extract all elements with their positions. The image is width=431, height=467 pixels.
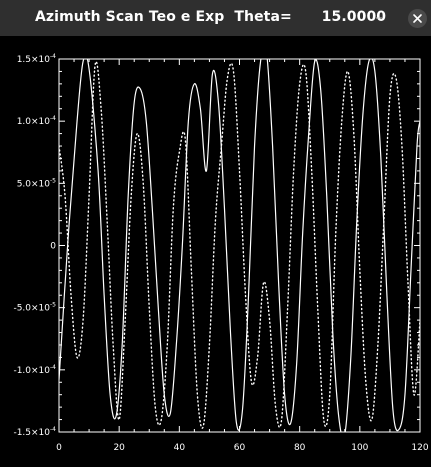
series-solid-line [59, 59, 420, 432]
x-tick-label: 120 [411, 443, 428, 453]
y-tick-exponent: -5 [50, 177, 56, 184]
y-tick-exponent: -5 [50, 302, 56, 309]
y-tick-mantissa: -1.0×10 [13, 366, 50, 376]
plot-area: 0 20 40 60 80 100 120-1.5×10-4-1.0×10-4-5.0×10… [13, 53, 428, 453]
y-tick-exponent: -4 [50, 364, 56, 371]
y-tick-label: 0 [50, 242, 56, 252]
y-tick-mantissa: 1.5×10 [17, 55, 51, 65]
x-tick-label: 0 [56, 443, 62, 453]
minimize-icon[interactable]: – [375, 10, 383, 26]
window-title: Azimuth Scan Teo e Exp Theta= 15.0000 [35, 9, 387, 25]
y-tick-mantissa: -1.5×10 [13, 428, 50, 438]
close-icon[interactable] [408, 9, 427, 28]
y-tick-exponent: -4 [50, 115, 56, 122]
y-tick-mantissa: -5.0×10 [13, 304, 50, 314]
y-tick-label: -1.0×10-4 [13, 364, 56, 376]
y-tick-label: -1.5×10-4 [13, 426, 56, 438]
y-tick-mantissa: 1.0×10 [17, 117, 51, 127]
x-tick-label: 80 [294, 443, 306, 453]
x-tick-label: 100 [351, 443, 368, 453]
y-tick-mantissa: 0 [50, 242, 56, 252]
y-tick-label: 1.5×10-4 [17, 53, 56, 65]
y-tick-label: -5.0×10-5 [13, 302, 56, 314]
x-tick-label: 20 [113, 443, 125, 453]
series-dotted-line [59, 61, 420, 429]
x-tick-label: 60 [234, 443, 246, 453]
title-bar[interactable]: Azimuth Scan Teo e Exp Theta= 15.0000 – [0, 0, 431, 36]
y-tick-label: 5.0×10-5 [17, 177, 56, 189]
y-tick-exponent: -4 [50, 426, 56, 433]
y-tick-label: 1.0×10-4 [17, 115, 56, 127]
x-tick-label: 40 [174, 443, 186, 453]
axes-frame [58, 58, 421, 433]
y-tick-exponent: -4 [50, 53, 56, 60]
y-tick-mantissa: 5.0×10 [17, 179, 51, 189]
